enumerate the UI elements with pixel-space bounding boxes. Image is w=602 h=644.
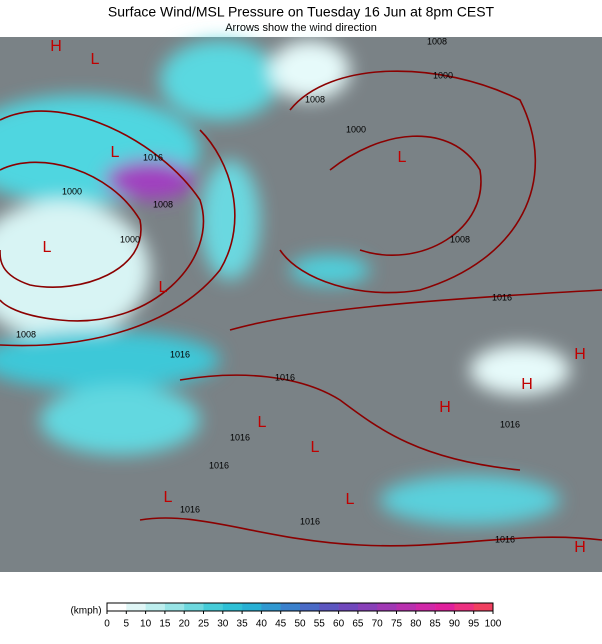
colorbar-tick-label: 85: [430, 619, 442, 630]
colorbar-tick-label: 30: [217, 619, 229, 630]
low-marker: L: [43, 239, 52, 256]
colorbar-tick-label: 45: [275, 619, 287, 630]
colorbar-swatch: [473, 603, 494, 611]
low-marker: L: [346, 491, 355, 508]
high-marker: H: [574, 539, 586, 556]
isobar-label: 1016: [230, 432, 250, 442]
isobar-label: 1016: [170, 349, 190, 359]
low-marker: L: [311, 439, 320, 456]
colorbar-tick-label: 55: [314, 619, 326, 630]
colorbar-swatch: [454, 603, 474, 611]
isobar-label: 1016: [209, 460, 229, 470]
low-marker: L: [164, 489, 173, 506]
colorbar-tick-label: 75: [391, 619, 403, 630]
high-marker: H: [574, 346, 586, 363]
colorbar-swatch: [242, 603, 262, 611]
colorbar-swatch: [280, 603, 301, 611]
isobar: [179, 374, 521, 471]
isobar: [0, 129, 236, 347]
low-marker: L: [111, 144, 120, 161]
colorbar-swatch: [222, 603, 243, 611]
colorbar-tick-label: 20: [179, 619, 191, 630]
colorbar-swatch: [126, 603, 146, 611]
isobar-label: 1016: [180, 504, 200, 514]
isobar-label: 1000: [433, 70, 453, 80]
isobar: [0, 161, 142, 288]
isobar-label: 1008: [153, 199, 173, 209]
isobar-label: 1008: [305, 94, 325, 104]
colorbar-swatch: [203, 603, 224, 611]
colorbar-tick-label: 15: [159, 619, 171, 630]
colorbar-tick-label: 100: [485, 619, 502, 630]
colorbar-swatch: [338, 603, 359, 611]
colorbar-swatch: [261, 603, 281, 611]
low-marker: L: [398, 149, 407, 166]
isobar-label: 1016: [500, 419, 520, 429]
colorbar-tick-label: 35: [237, 619, 249, 630]
colorbar-swatch: [435, 603, 455, 611]
low-marker: L: [258, 414, 267, 431]
colorbar-tick-label: 65: [352, 619, 364, 630]
isobar: [139, 517, 602, 547]
isobar-label: 1008: [427, 36, 447, 46]
isobar-label: 1008: [450, 234, 470, 244]
high-marker: H: [439, 399, 451, 416]
colorbar-swatch: [415, 603, 436, 611]
colorbar-swatch: [164, 603, 185, 611]
colorbar-tick-label: 90: [449, 619, 461, 630]
isobar-label: 1000: [346, 124, 366, 134]
isobar-label: 1016: [275, 372, 295, 382]
isobar-label: 1016: [495, 534, 515, 544]
colorbar-tick-label: 50: [294, 619, 306, 630]
isobar-label: 1016: [143, 152, 163, 162]
colorbar-tick-label: 70: [372, 619, 384, 630]
colorbar-tick-label: 40: [256, 619, 268, 630]
colorbar-tick-label: 80: [410, 619, 422, 630]
map-labels: 1008 1000 1008 1000 1016 1000 1008 1000 …: [16, 36, 586, 556]
colorbar-swatch: [319, 603, 339, 611]
isobar-label: 1008: [16, 329, 36, 339]
colorbar-swatch: [396, 603, 417, 611]
isobar-label: 1000: [120, 234, 140, 244]
colorbar-tick-label: 60: [333, 619, 345, 630]
title: Surface Wind/MSL Pressure on Tuesday 16 …: [108, 4, 495, 20]
colorbar-swatch: [300, 603, 320, 611]
subtitle: Arrows show the wind direction: [225, 22, 377, 34]
isobar: [229, 289, 602, 331]
isobar-label: 1000: [62, 186, 82, 196]
colorbar-tick-label: 5: [124, 619, 130, 630]
isobar-label: 1016: [492, 292, 512, 302]
isobar-label: 1016: [300, 516, 320, 526]
colorbar-tick-label: 0: [104, 619, 110, 630]
high-marker: H: [521, 376, 533, 393]
colorbar-tick-label: 95: [468, 619, 480, 630]
colorbar-swatch: [357, 603, 378, 611]
isobar: [279, 70, 537, 294]
colorbar-swatch: [145, 603, 166, 611]
isobar: [0, 110, 205, 322]
low-marker: L: [159, 279, 168, 296]
colorbar-unit: (kmph): [70, 606, 101, 617]
colorbar: 0 5 10 15 20 25 30 35 40 45 50 55 60 65 70 75 80 85 90 95 10…: [104, 602, 502, 630]
low-marker: L: [91, 51, 100, 68]
high-marker: H: [50, 38, 62, 55]
colorbar-swatch: [377, 603, 397, 611]
colorbar-tick-label: 25: [198, 619, 210, 630]
isobar: [329, 135, 482, 256]
colorbar-swatch: [107, 603, 127, 611]
map: 1008 1000 1008 1000 1016 1000 1008 1000 …: [0, 36, 602, 572]
colorbar-swatch: [184, 603, 204, 611]
colorbar-tick-label: 10: [140, 619, 152, 630]
